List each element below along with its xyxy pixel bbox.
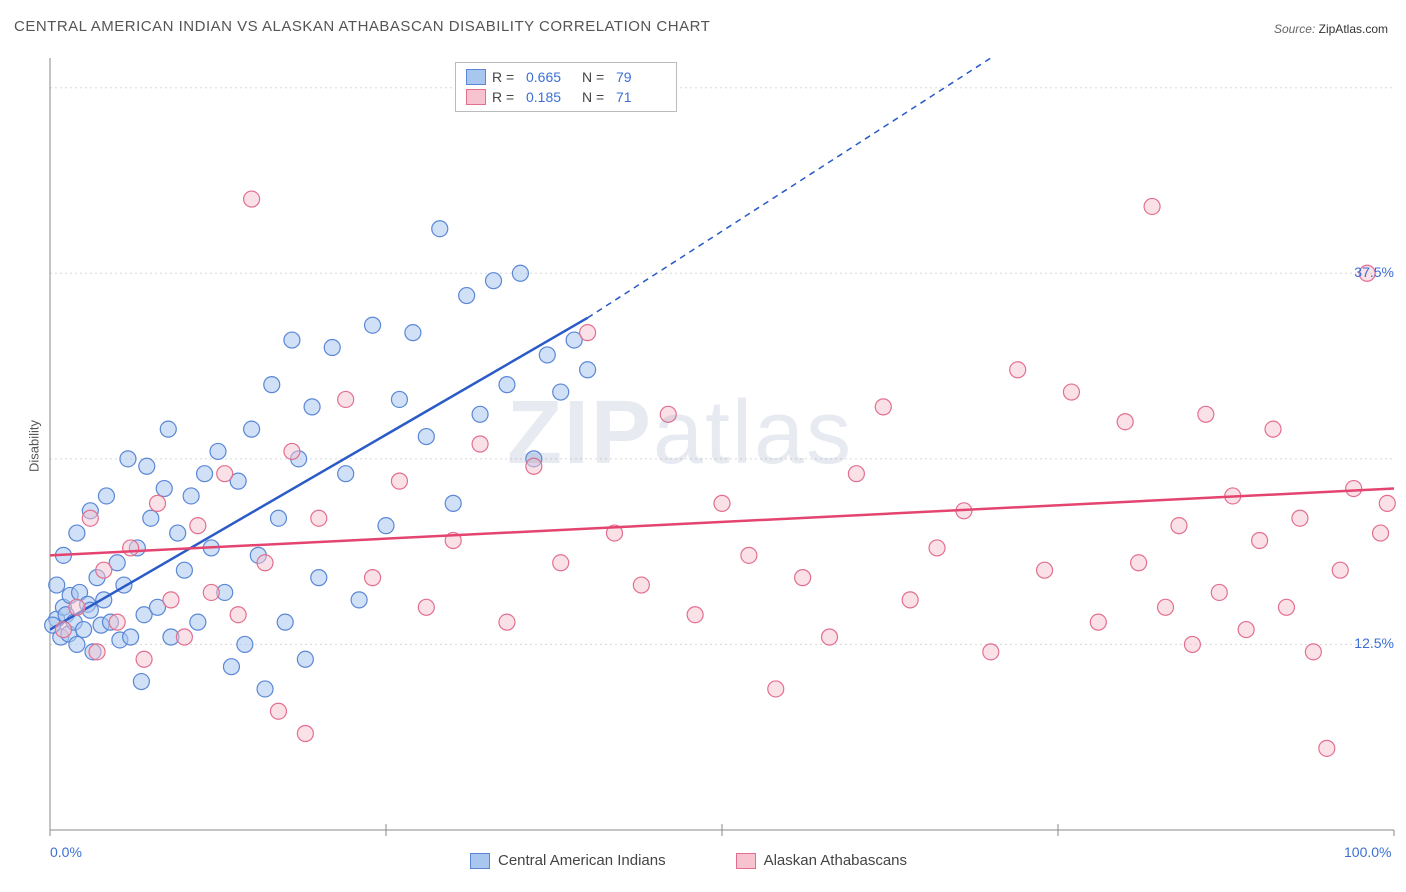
y-tick-label: 12.5% xyxy=(1334,635,1394,651)
legend-swatch xyxy=(736,853,756,869)
legend-r-label: R = xyxy=(492,69,520,85)
legend-series: Central American Indians Alaskan Athabasc… xyxy=(470,852,907,869)
x-tick-label: 100.0% xyxy=(1344,844,1391,860)
legend-stats-row: R = 0.185 N = 71 xyxy=(466,87,666,107)
legend-stats-row: R = 0.665 N = 79 xyxy=(466,67,666,87)
legend-n-label: N = xyxy=(582,89,610,105)
legend-item: Alaskan Athabascans xyxy=(736,852,907,869)
legend-r-label: R = xyxy=(492,89,520,105)
legend-n-value: 79 xyxy=(616,69,666,85)
legend-r-value: 0.185 xyxy=(526,89,576,105)
legend-stats-box: R = 0.665 N = 79 R = 0.185 N = 71 xyxy=(455,62,677,112)
legend-swatch xyxy=(466,89,486,105)
x-tick-label: 0.0% xyxy=(50,844,82,860)
scatter-chart xyxy=(0,0,1406,892)
y-tick-label: 37.5% xyxy=(1334,264,1394,280)
legend-r-value: 0.665 xyxy=(526,69,576,85)
legend-item: Central American Indians xyxy=(470,852,666,869)
legend-swatch xyxy=(470,853,490,869)
legend-series-name: Central American Indians xyxy=(498,852,666,869)
legend-n-label: N = xyxy=(582,69,610,85)
legend-swatch xyxy=(466,69,486,85)
legend-n-value: 71 xyxy=(616,89,666,105)
legend-series-name: Alaskan Athabascans xyxy=(764,852,907,869)
